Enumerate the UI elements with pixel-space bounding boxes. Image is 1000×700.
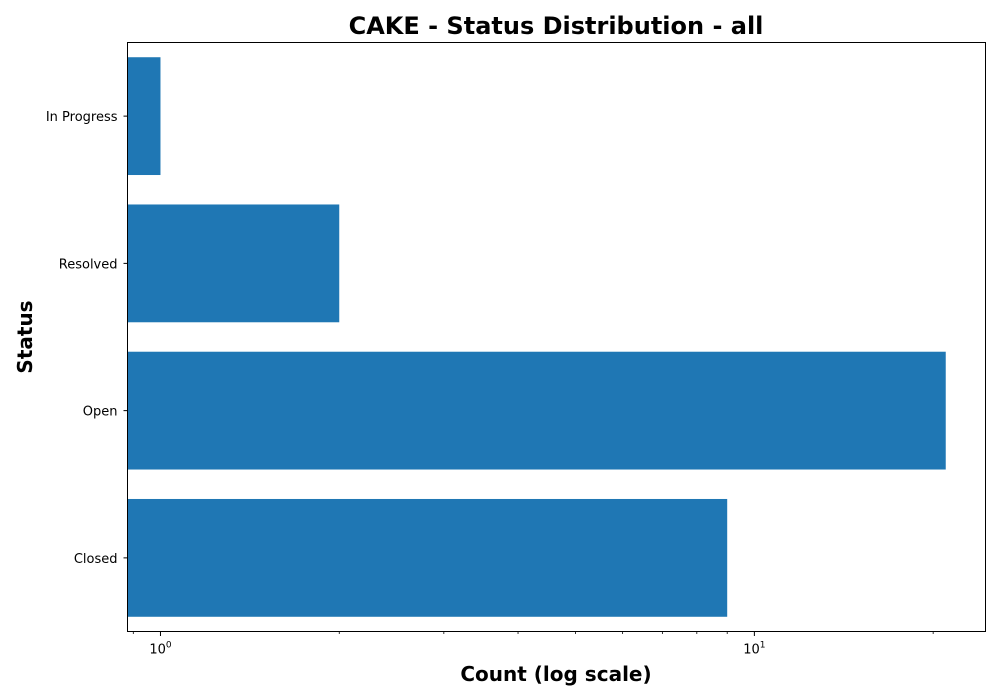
x-tick-label: 100 [149, 641, 172, 658]
bar-open [127, 351, 946, 470]
x-tick-label-base: 10 [743, 643, 760, 658]
bar-in-progress [127, 57, 161, 176]
y-axis-label: Status [13, 300, 37, 373]
y-tick-label: Resolved [59, 257, 118, 272]
bar-resolved [127, 204, 340, 323]
plot-frame [127, 42, 986, 632]
y-tick-label: Closed [74, 552, 118, 567]
x-axis-label: Count (log scale) [460, 662, 651, 686]
y-ticks-group: Closed Open Resolved In Progress [46, 110, 128, 567]
bars-group [127, 57, 946, 617]
chart-title: CAKE - Status Distribution - all [349, 12, 764, 40]
x-tick-label-exponent: 0 [166, 641, 172, 651]
x-ticks-group: 100 101 [132, 631, 934, 658]
y-tick-label: Open [83, 405, 118, 420]
y-tick-label: In Progress [46, 110, 118, 125]
x-tick-label: 101 [743, 641, 765, 658]
bar-closed [127, 498, 728, 617]
x-tick-label-base: 10 [149, 643, 166, 658]
x-tick-label-exponent: 1 [760, 641, 766, 651]
